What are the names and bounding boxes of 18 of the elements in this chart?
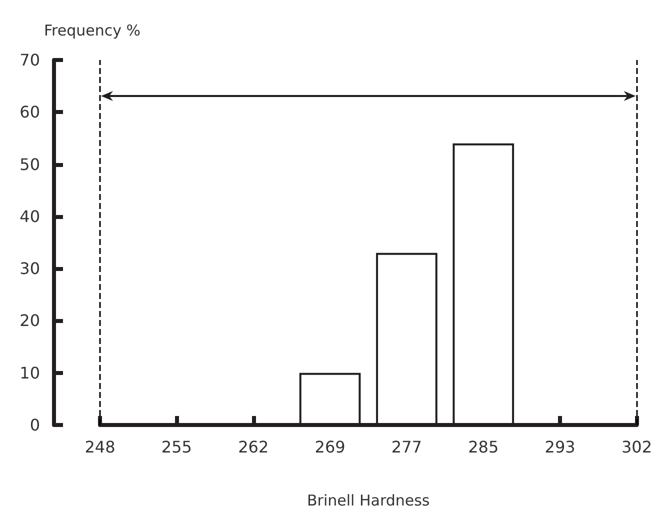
- y-axis-title: Frequency %: [44, 22, 141, 40]
- y-tick-label: 40: [20, 206, 40, 226]
- y-tick-label: 30: [20, 259, 40, 278]
- y-tick-label: 60: [20, 102, 40, 122]
- y-tick-label: 0: [30, 416, 40, 434]
- x-tick-label: 248: [84, 438, 116, 456]
- y-tick-label: 70: [20, 50, 40, 70]
- y-tick-label: 20: [20, 311, 40, 330]
- x-tick-label: 302: [621, 438, 652, 456]
- x-axis-title: Brinell Hardness: [307, 492, 430, 510]
- x-tick-label: 262: [238, 438, 269, 456]
- y-tick-label: 50: [20, 154, 40, 174]
- x-tick-label: 293: [544, 438, 576, 456]
- y-tick-label: 10: [20, 363, 40, 382]
- x-tick-label: 255: [161, 438, 192, 456]
- x-tick-label: 285: [468, 438, 499, 456]
- x-tick-label: 277: [391, 438, 422, 456]
- x-tick-label: 269: [314, 438, 346, 456]
